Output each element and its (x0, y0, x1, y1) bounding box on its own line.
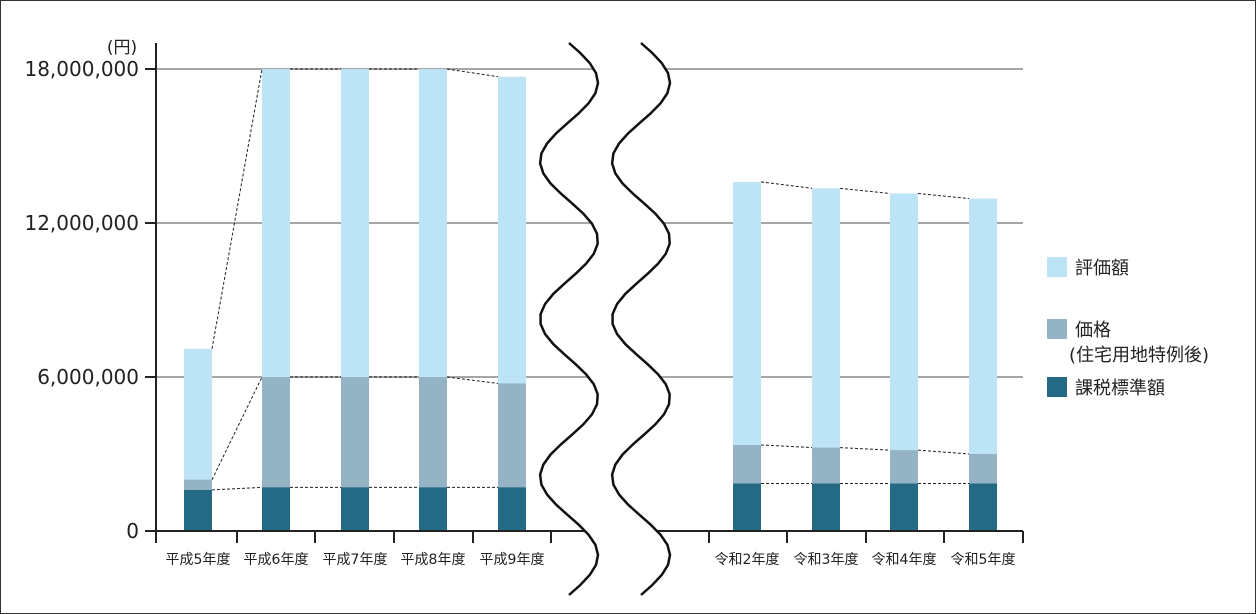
bar-taxable (498, 487, 526, 531)
trend-line-taxable (211, 486, 498, 491)
category-label: 平成7年度 (323, 552, 388, 568)
y-tick-label: 6,000,000 (37, 365, 139, 389)
trend-line-valuation (211, 68, 499, 349)
bar-taxable (812, 483, 840, 531)
trend-line-price (760, 444, 970, 455)
bar-taxable (341, 487, 369, 531)
y-tick-label: 18,000,000 (24, 57, 139, 81)
y-tick-label: 12,000,000 (24, 211, 139, 235)
legend-swatch-valuation (1047, 257, 1067, 277)
category-label: 平成9年度 (480, 552, 545, 568)
category-label: 平成5年度 (166, 552, 231, 568)
y-unit-label: (円) (107, 38, 137, 58)
axis-break-band (540, 43, 670, 595)
bar-taxable (184, 489, 212, 531)
category-label: 平成6年度 (244, 552, 309, 568)
y-tick-label: 0 (126, 519, 139, 543)
legend-label-price: (住宅用地特例後) (1069, 345, 1209, 366)
category-label: 令和2年度 (715, 552, 780, 568)
bar-taxable (890, 483, 918, 531)
category-label: 平成8年度 (401, 552, 466, 568)
axis-break-right (610, 42, 672, 596)
category-label: 令和3年度 (794, 552, 859, 568)
legend-label-taxable: 課税標準額 (1075, 378, 1165, 399)
trend-line-valuation (760, 181, 970, 200)
category-label: 令和5年度 (951, 552, 1016, 568)
bar-taxable (969, 483, 997, 531)
bar-taxable (262, 487, 290, 531)
legend-swatch-price (1047, 319, 1067, 339)
bar-taxable (419, 487, 447, 531)
trend-line-price (211, 376, 499, 480)
legend-label-valuation: 評価額 (1075, 258, 1129, 279)
category-label: 令和4年度 (872, 552, 937, 568)
legend-label-price: 価格 (1075, 320, 1111, 341)
legend-swatch-taxable (1047, 377, 1067, 397)
axis-break-left (538, 42, 600, 596)
bar-taxable (733, 483, 761, 531)
